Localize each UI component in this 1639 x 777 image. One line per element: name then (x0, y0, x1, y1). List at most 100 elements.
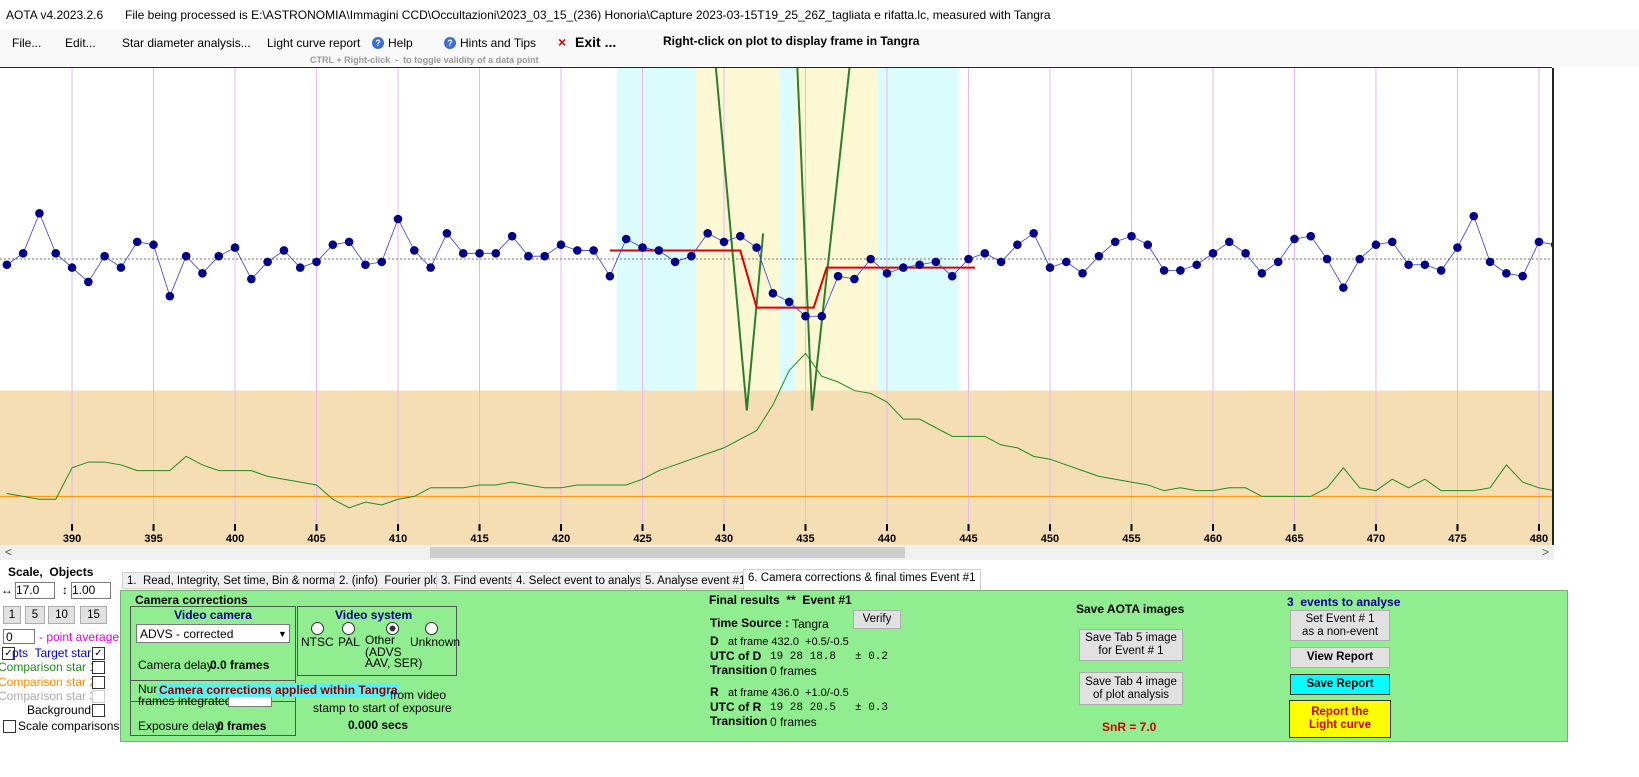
data-point (573, 246, 582, 255)
checkbox[interactable] (92, 690, 105, 703)
x-tick-label: 455 (1122, 533, 1140, 545)
scroll-thumb[interactable] (430, 547, 905, 558)
save-tab4-button[interactable]: Save Tab 4 image of plot analysis (1079, 672, 1183, 705)
x-tick-label: 420 (552, 533, 570, 545)
verify-button[interactable]: Verify (853, 610, 901, 629)
data-point (361, 260, 370, 270)
data-point (344, 237, 354, 247)
data-point (1371, 240, 1381, 250)
tab[interactable]: 1. Read, Integrity, Set time, Bin & norm… (122, 572, 358, 589)
non-event-button[interactable]: Set Event # 1 as a non-event (1290, 610, 1390, 641)
data-point (817, 311, 827, 321)
tab[interactable]: 2. (info) Fourier plot (334, 572, 448, 589)
object-label: pts Target star (12, 646, 92, 660)
menu-item[interactable]: Hints and Tips (460, 36, 537, 50)
checkbox[interactable] (92, 676, 105, 689)
v-scale-input[interactable]: 1.00 (71, 582, 111, 599)
data-point (654, 246, 664, 255)
checkbox[interactable] (3, 720, 16, 733)
video-system-box (297, 606, 457, 676)
model-line (609, 249, 976, 309)
data-point (1404, 260, 1413, 270)
system-label: PAL (338, 635, 360, 649)
video-system-title: Video system (335, 608, 413, 622)
step-button[interactable]: 10 (48, 606, 75, 624)
event-region (696, 68, 780, 391)
data-point (410, 246, 419, 255)
plot-border (0, 67, 1552, 68)
radio[interactable] (311, 622, 324, 635)
data-point (736, 231, 745, 241)
transition-label: Transition (710, 714, 768, 728)
menu-item[interactable]: Help (388, 36, 413, 50)
data-point (1143, 240, 1153, 250)
view-report-button[interactable]: View Report (1290, 647, 1390, 668)
checkbox[interactable] (92, 704, 105, 717)
step-button[interactable]: 15 (80, 606, 107, 624)
data-point (442, 228, 452, 238)
data-point (100, 251, 109, 261)
average-label: - point average (39, 630, 120, 644)
stamp-label: stamp to start of exposure (313, 701, 452, 715)
x-tick-label: 450 (1041, 533, 1059, 545)
x-tick-label: 430 (715, 533, 733, 545)
menu-item[interactable]: Light curve report (267, 36, 361, 50)
data-point (312, 257, 321, 267)
data-point (996, 257, 1006, 267)
checkbox[interactable] (92, 661, 105, 674)
results-title: Final results ** Event #1 (709, 593, 852, 607)
save-tab5-button[interactable]: Save Tab 5 image for Event # 1 (1079, 629, 1183, 661)
data-point (328, 240, 338, 250)
step-button[interactable]: 1 (3, 606, 21, 624)
scroll-right[interactable]: > (1542, 545, 1550, 559)
exposure-delay: 0 frames (217, 719, 267, 733)
save-report-button[interactable]: Save Report (1290, 674, 1390, 695)
radio[interactable] (342, 622, 355, 635)
data-point (1094, 251, 1104, 261)
data-point (621, 234, 631, 244)
file-path: File being processed is E:\ASTRONOMIA\Im… (125, 8, 1051, 22)
menu-item[interactable]: Edit... (65, 36, 96, 50)
integration-box (130, 680, 296, 736)
hints-icon: ? (444, 37, 456, 49)
exit-icon: × (558, 34, 567, 50)
checkbox[interactable]: ✓ (92, 647, 105, 660)
tab[interactable]: 5. Analyse event #1 (640, 572, 751, 589)
light-curve-plot[interactable]: 3853903954004054104154204254304354404454… (0, 68, 1552, 545)
camera-select[interactable]: ADVS - corrected (136, 624, 290, 643)
data-point (1339, 283, 1348, 292)
data-point (35, 208, 44, 218)
report-button[interactable]: Report the Light curve (1289, 700, 1391, 738)
select-arrow: ▼ (278, 629, 287, 639)
data-point (1127, 231, 1136, 241)
radio-checked[interactable] (386, 622, 399, 635)
data-point (947, 271, 957, 281)
data-point (247, 274, 256, 284)
scale-title: Scale, Objects (8, 565, 94, 579)
menu-bar (0, 30, 1639, 66)
lower-band (0, 390, 1552, 545)
menu-item[interactable]: File... (12, 36, 42, 50)
radio[interactable] (425, 622, 438, 635)
data-point (931, 257, 941, 267)
tab-active[interactable]: 6. Camera corrections & final times Even… (743, 569, 981, 591)
tab[interactable]: 3. Find events (436, 572, 519, 589)
data-point (768, 289, 778, 298)
data-point (980, 249, 990, 258)
scroll-left[interactable]: < (5, 545, 13, 559)
average-select[interactable]: 0 (3, 629, 35, 644)
menu-item[interactable]: Exit ... (575, 34, 617, 50)
transition-r: 0 frames (770, 715, 817, 729)
checkbox[interactable]: ✓ (2, 647, 15, 660)
step-button[interactable]: 5 (25, 606, 45, 624)
h-scale-input[interactable]: 17.0 (15, 582, 55, 599)
data-point (132, 237, 142, 247)
menu-item[interactable]: Star diameter analysis... (122, 36, 251, 50)
tab[interactable]: 4. Select event to analyse (511, 572, 653, 589)
data-point (1257, 269, 1267, 278)
data-point (393, 214, 403, 224)
data-point (1306, 231, 1316, 241)
data-point (1078, 269, 1087, 278)
utc-r-error: ± 0.3 (855, 702, 889, 714)
